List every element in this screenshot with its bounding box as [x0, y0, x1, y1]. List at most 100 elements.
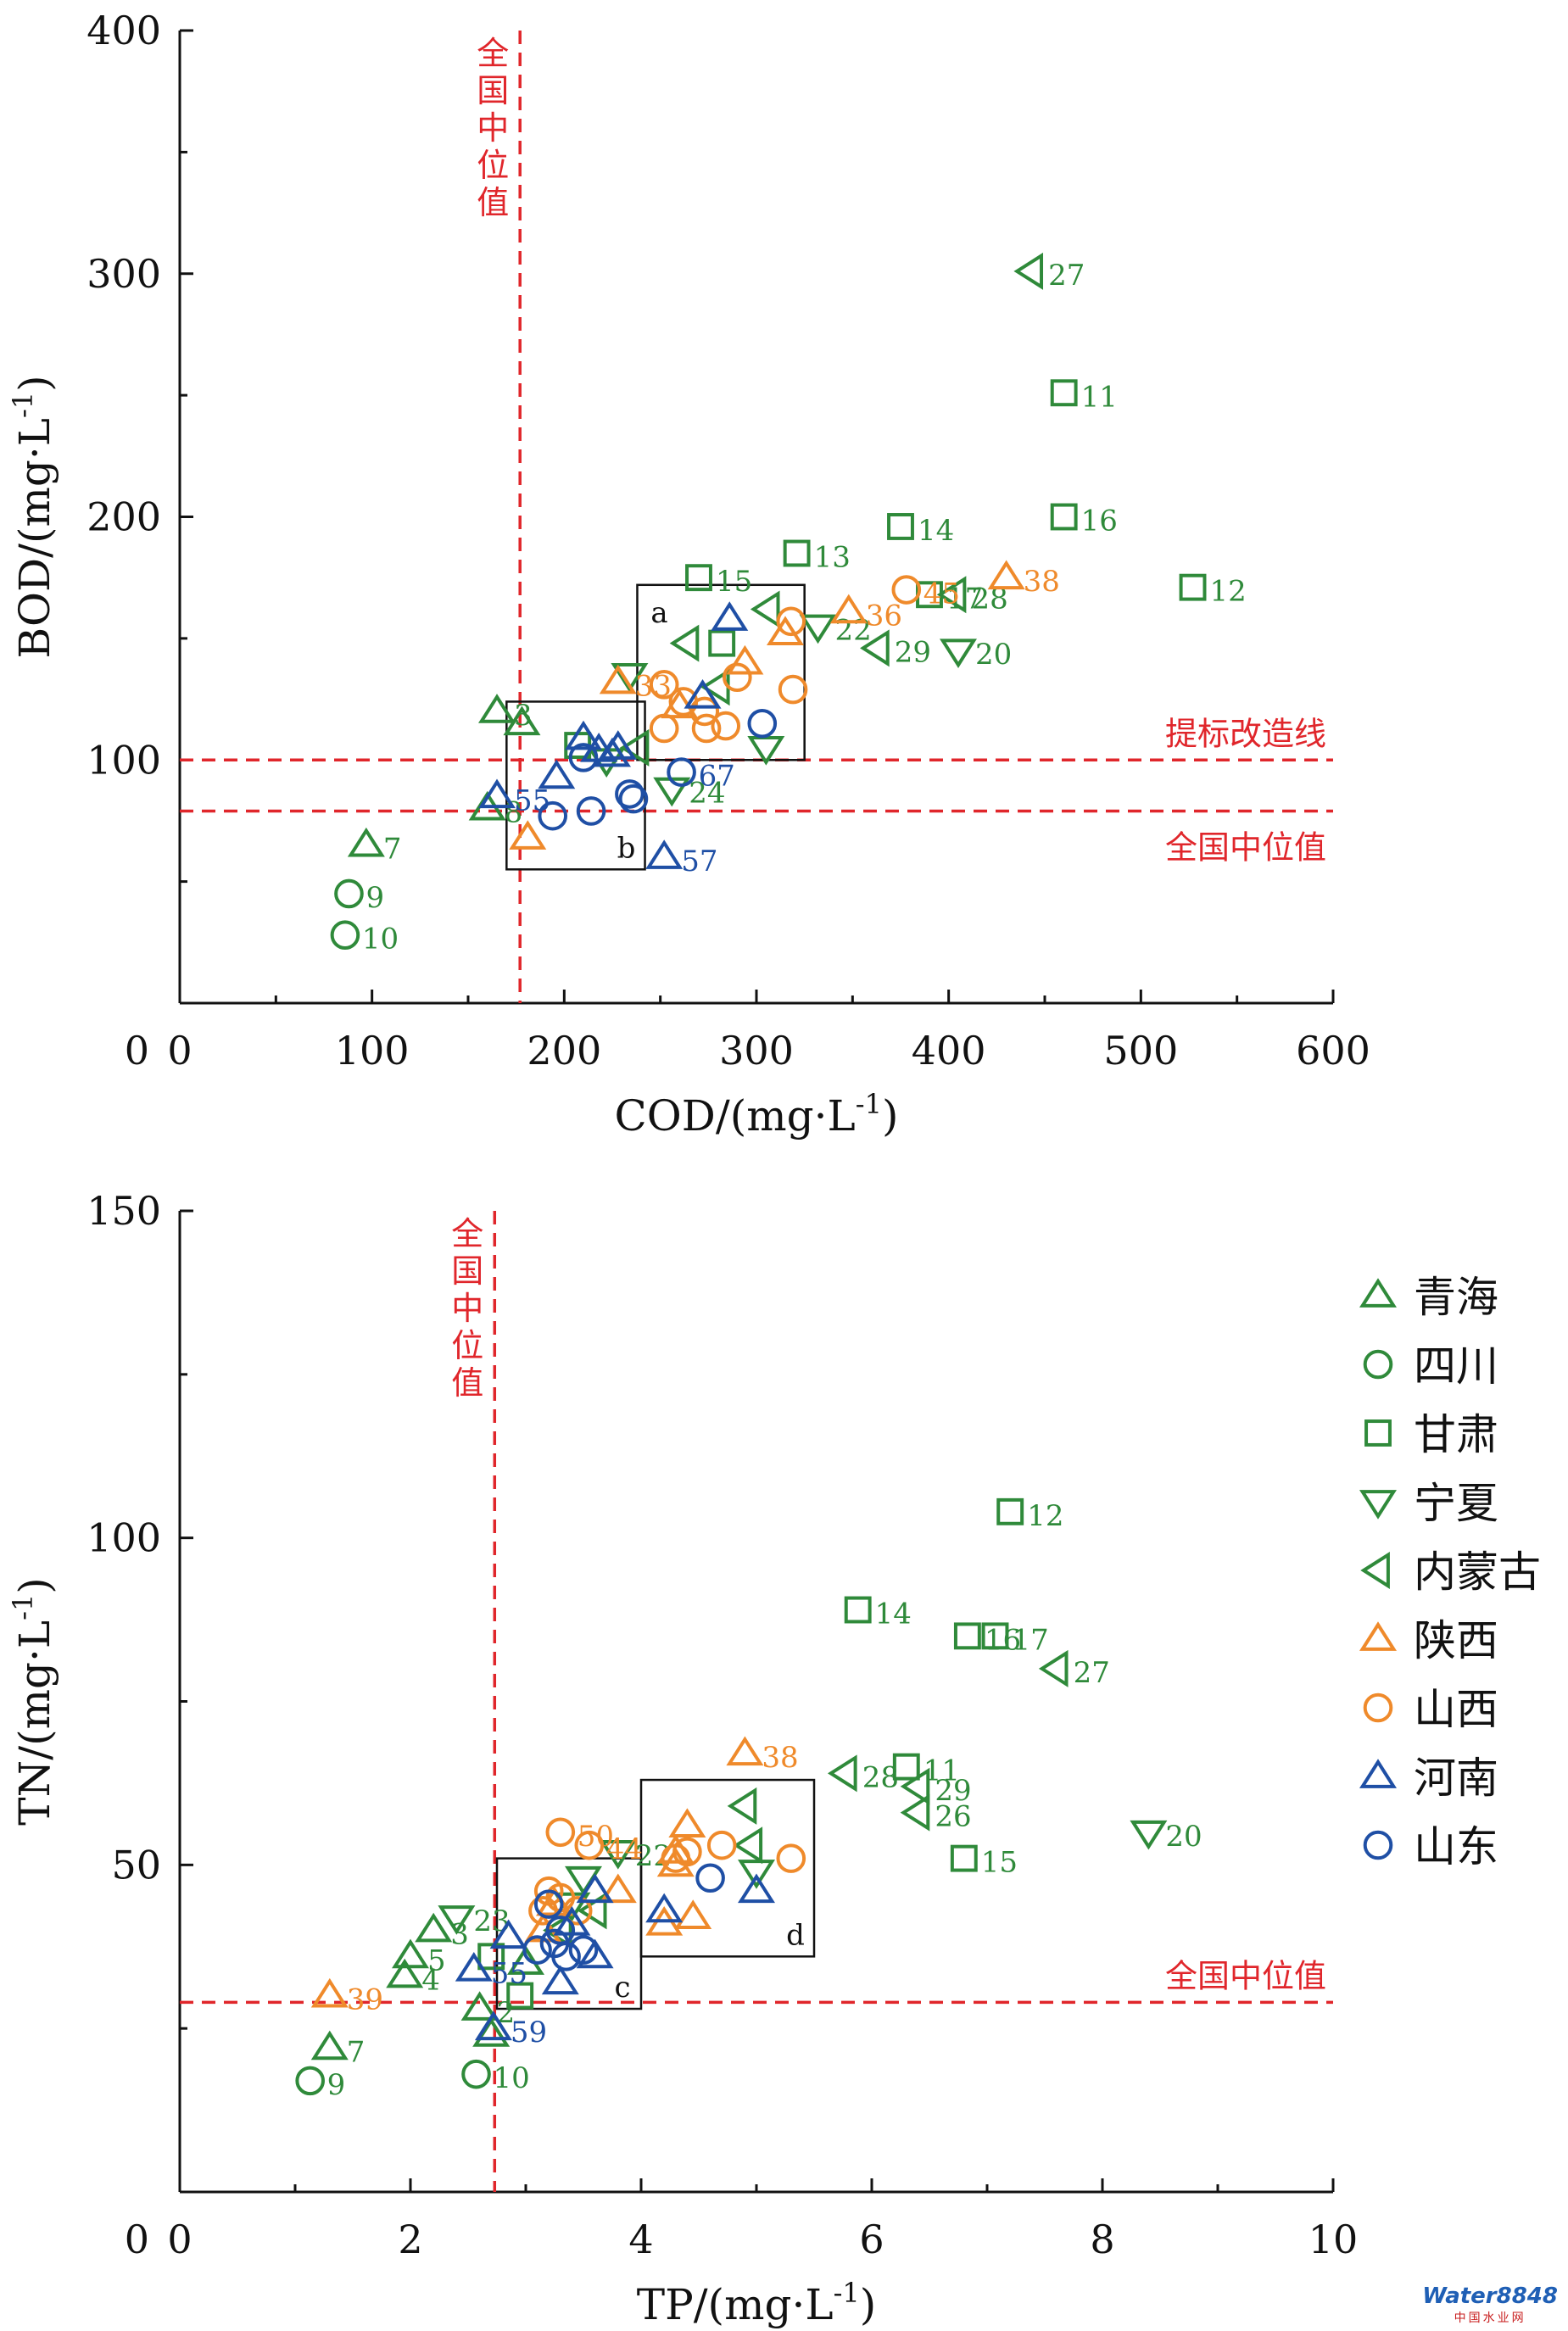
data-point-henan — [489, 1919, 527, 1949]
data-point-neimenggu — [900, 1793, 930, 1832]
data-point-henan — [474, 2010, 512, 2041]
reference-label-char: 全 — [451, 1215, 483, 1252]
data-point-shaanxi — [509, 820, 547, 850]
data-point-shanxi — [691, 713, 722, 744]
x-axis-title-text: TP/(mg·L — [637, 2280, 834, 2329]
data-point-label: 57 — [681, 845, 717, 878]
data-point-ningxia — [799, 614, 837, 644]
x-tick-label: 10 — [1309, 2217, 1359, 2262]
y-axis-title: TN/(mg·L-1) — [7, 1577, 59, 1826]
data-point-label: 29 — [935, 1774, 971, 1808]
legend-marker-shandong — [1363, 1830, 1393, 1860]
data-point-ningxia — [737, 1860, 776, 1889]
data-point-gansu — [844, 1596, 872, 1624]
data-point-neimenggu — [619, 728, 650, 767]
data-point-shanxi — [711, 711, 741, 741]
data-point-shanxi — [778, 674, 808, 705]
data-point-label: 15 — [981, 1846, 1018, 1880]
data-point-label: 55 — [491, 1957, 527, 1991]
data-point-henan — [737, 1873, 776, 1904]
data-point-label: 12 — [1027, 1499, 1063, 1533]
data-point-gansu — [981, 1622, 1009, 1650]
reference-label-char: 中 — [451, 1290, 483, 1327]
data-point-label: 8 — [505, 796, 523, 830]
data-point-shandong — [568, 743, 599, 772]
data-point-label: 10 — [362, 923, 399, 956]
data-point-henan — [576, 1938, 614, 1969]
data-point-neimenggu — [827, 1754, 857, 1793]
y-axis-title-text: BOD/(mg·L — [10, 418, 59, 659]
data-point-gansu — [1050, 503, 1078, 531]
legend-label-qinghai: 青海 — [1414, 1273, 1498, 1322]
y-tick-label: 300 — [86, 251, 161, 297]
data-point-sichuan — [461, 2059, 491, 2089]
data-point-gansu — [708, 629, 736, 657]
data-point-label: 24 — [689, 777, 725, 811]
legend-label-sichuan: 四川 — [1414, 1341, 1498, 1391]
data-point-gansu — [477, 1943, 505, 1971]
data-point-henan — [541, 1965, 579, 1995]
legend-marker-shaanxi — [1359, 1621, 1398, 1651]
legend-label-shandong: 山东 — [1414, 1822, 1498, 1871]
data-point-label: 13 — [814, 541, 851, 575]
data-point-sichuan — [295, 2066, 325, 2096]
y-tick-label: 200 — [86, 494, 161, 540]
data-point-sichuan — [330, 920, 360, 951]
data-point-shanxi — [891, 575, 922, 605]
y-tick-label: 100 — [86, 737, 161, 783]
x-tick-label: 200 — [527, 1028, 601, 1073]
data-point-label: 16 — [1081, 505, 1118, 538]
data-point-label: 3 — [450, 1917, 469, 1951]
data-point-shanxi — [776, 1843, 806, 1873]
data-point-label: 38 — [1024, 565, 1060, 599]
data-point-shandong — [568, 1935, 599, 1965]
legend-marker-gansu — [1364, 1419, 1392, 1447]
data-point-gansu — [783, 539, 811, 567]
x-tick-label: 0 — [167, 2217, 192, 2262]
data-point-label: 55 — [514, 784, 550, 817]
inset-box-d — [639, 1778, 816, 1958]
data-point-henan — [576, 1873, 614, 1904]
x-tick-label: 300 — [719, 1028, 794, 1073]
data-point-shanxi — [689, 696, 720, 727]
inset-box-label: d — [786, 1918, 805, 1952]
legend-marker-shanxi — [1363, 1692, 1393, 1723]
inset-box-b — [505, 700, 646, 871]
data-point-qinghai — [503, 705, 541, 736]
legend-marker-qinghai — [1359, 1278, 1398, 1308]
data-point-gansu — [892, 1753, 920, 1781]
data-point-neimenggu — [727, 1787, 757, 1825]
data-point-shandong — [522, 1935, 552, 1965]
data-point-henan — [645, 839, 684, 869]
data-point-qinghai — [347, 827, 385, 857]
legend-label-shaanxi: 陕西 — [1414, 1616, 1498, 1665]
data-point-label: 4 — [421, 1963, 440, 1997]
data-point-shanxi — [672, 1837, 702, 1867]
data-point-label: 3 — [514, 699, 533, 733]
data-point-shanxi — [528, 1896, 558, 1926]
x-axis-title-end: ) — [882, 1091, 899, 1140]
x-axis-title: COD/(mg·L-1) — [615, 1088, 899, 1140]
data-point-label: 27 — [1048, 259, 1085, 293]
data-point-label: 44 — [606, 1832, 643, 1866]
data-point-neimenggu — [1013, 252, 1044, 290]
data-point-label: 29 — [895, 635, 931, 669]
data-point-label: 45 — [924, 577, 960, 611]
data-point-qinghai — [477, 694, 516, 723]
data-point-neimenggu — [750, 590, 780, 628]
data-point-shanxi — [545, 1817, 576, 1848]
legend-marker-neimenggu — [1360, 1551, 1390, 1590]
x-axis-title-sup: -1 — [856, 1088, 882, 1120]
origin-tick-label: 0 — [125, 1028, 149, 1073]
data-point-shaanxi — [674, 1899, 712, 1929]
y-axis-title-text: TN/(mg·L — [10, 1620, 59, 1826]
data-point-shandong — [747, 708, 778, 739]
bod-cod-scatter-panel: 0 100 200 300 400 500 600 100 200 300 400 0 COD/(mg·… — [7, 8, 1370, 1140]
data-point-label: 59 — [511, 2016, 547, 2049]
tn-tp-scatter-panel: 0 2 4 6 8 10501001500TP/(mg·L-1)TN/(mg·L-1)全国… — [7, 1188, 1358, 2329]
watermark: Water8848 中国水业网 — [1422, 2284, 1558, 2326]
data-point-label: 20 — [1165, 1820, 1202, 1854]
data-point-ningxia — [611, 662, 649, 693]
